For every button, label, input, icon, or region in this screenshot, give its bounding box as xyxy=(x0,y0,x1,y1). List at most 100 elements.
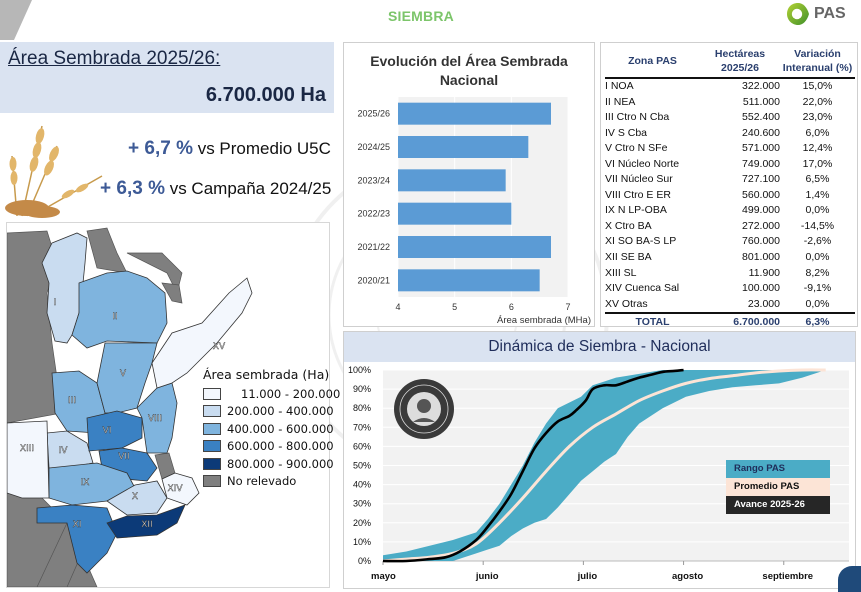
cell-zona: I NOA xyxy=(605,80,634,92)
bar-chart: 4 5 6 7 2025/26 2024/25 2023/24 2022/23 2021/22 2… xyxy=(357,97,591,326)
dynamics-chart: 0% 10% 20% 30% 40% 50% 60% 70% 80% 90% 100% mayo jun… xyxy=(348,365,849,582)
cell-variacion: 15,0% xyxy=(802,80,833,92)
bar-chart-title: Evolución del Área Sembrada Nacional xyxy=(370,53,568,88)
pas-leaf-logo-icon xyxy=(787,3,809,25)
cell-hectareas: 240.600 xyxy=(742,126,780,139)
bar-2024-25 xyxy=(398,136,529,158)
bar-2020-21 xyxy=(398,269,540,292)
map-label-I: I xyxy=(54,298,57,308)
legend-swatch xyxy=(203,457,221,470)
series-avance-2025-26 xyxy=(382,368,684,563)
area-value: 6.700.000 Ha xyxy=(205,84,326,106)
y-tick-label: 2024/25 xyxy=(357,142,390,152)
cell-zona: X Ctro BA xyxy=(605,219,652,232)
map-zone-XIII xyxy=(7,420,50,499)
total-hectareas: 6.700.000 xyxy=(700,312,780,331)
map-zone-II xyxy=(71,270,168,349)
x-tick-label: mayo xyxy=(371,571,396,582)
wheat-image xyxy=(5,125,103,218)
cell-hectareas: 801.000 xyxy=(742,251,780,264)
logo-text: PAS xyxy=(814,5,846,22)
stat-vs-promedio: + 6,7 % vs Promedio U5C xyxy=(128,138,331,160)
bar-2021-22 xyxy=(398,236,551,258)
cell-zona: IX N LP-OBA xyxy=(605,204,667,217)
cell-hectareas: 11.900 xyxy=(748,266,780,279)
legend-item: 11.000 - 200.000 xyxy=(203,385,340,403)
cell-hectareas: 560.000 xyxy=(742,188,780,201)
corner-decoration-slant xyxy=(14,0,32,40)
cell-variacion: 23,0% xyxy=(802,111,833,124)
dynamics-legend: Rango PAS Promedio PAS Avance 2025-26 xyxy=(726,460,830,514)
map-legend: Área sembrada (Ha) 11.000 - 200.000 200.… xyxy=(203,367,340,490)
area-summary-box xyxy=(0,42,334,113)
map-label-III: III xyxy=(68,396,76,406)
cell-zona: VIII Ctro E ER xyxy=(605,188,671,201)
map-label-IV: IV xyxy=(59,446,69,456)
zona-table: Zona PAS Hectáreas 2025/26 Variación Inter… xyxy=(605,47,855,331)
map-label-VI: VI xyxy=(103,426,112,436)
y-tick-label: 100% xyxy=(348,365,371,375)
map-zone-IV xyxy=(46,430,94,469)
cell-variacion: 0,0% xyxy=(805,251,830,264)
legend-item: 800.000 - 900.000 xyxy=(203,455,340,473)
map-zone-XIV xyxy=(161,472,200,506)
cell-variacion: 6,5% xyxy=(805,173,830,186)
map-label-XIV: XIV xyxy=(168,484,184,494)
cell-variacion: 8,2% xyxy=(805,266,830,279)
x-tick-label: 6 xyxy=(509,302,514,312)
y-tick-label: 10% xyxy=(353,537,371,547)
cell-variacion: 12,4% xyxy=(802,142,833,155)
table-row: VIII Ctro E ER 560.000 1,4% xyxy=(605,188,855,204)
table-row: XIII SL 11.900 8,2% xyxy=(605,266,855,282)
table-row: X Ctro BA 272.000 -14,5% xyxy=(605,219,855,235)
table-row: IX N LP-OBA 499.000 0,0% xyxy=(605,203,855,219)
x-axis-label: Área sembrada (MHa) xyxy=(497,315,591,326)
total-variacion: 6,3% xyxy=(780,312,855,331)
cell-zona: VI Núcleo Norte xyxy=(605,157,680,170)
y-tick-label: 80% xyxy=(353,403,371,413)
legend-swatch xyxy=(203,440,221,453)
legend-avance: Avance 2025-26 xyxy=(726,496,830,514)
legend-item: 200.000 - 400.000 xyxy=(203,403,340,421)
y-tick-label: 2025/26 xyxy=(357,109,390,119)
y-tick-label: 2022/23 xyxy=(357,209,390,219)
y-tick-label: 90% xyxy=(353,384,371,394)
legend-title: Área sembrada (Ha) xyxy=(203,367,330,382)
cell-variacion: -2,6% xyxy=(803,235,832,248)
cell-hectareas: 272.000 xyxy=(742,219,780,232)
cell-zona: VII Núcleo Sur xyxy=(605,173,673,186)
cell-zona: IV S Cba xyxy=(605,126,648,139)
cell-variacion: -14,5% xyxy=(800,219,835,232)
x-tick-label: julio xyxy=(577,571,598,582)
map-region-no-relevado xyxy=(126,252,183,295)
cell-zona: III Ctro N Cba xyxy=(605,111,670,124)
map-label-V: V xyxy=(120,369,127,379)
table-row: V Ctro N SFe 571.000 12,4% xyxy=(605,141,855,157)
map-label-VIII: VIII xyxy=(148,414,162,424)
y-tick-label: 0% xyxy=(358,556,371,566)
table-row: VII Núcleo Sur 727.100 6,5% xyxy=(605,172,855,188)
table-row: XV Otras 23.000 0,0% xyxy=(605,297,855,314)
map-label-II: II xyxy=(112,312,117,322)
x-tick-label: 4 xyxy=(395,302,400,312)
legend-label: 400.000 - 600.000 xyxy=(227,421,334,436)
y-tick-label: 30% xyxy=(353,499,371,509)
legend-label: No relevado xyxy=(227,474,297,489)
legend-swatch xyxy=(203,422,221,435)
bar-2025-26 xyxy=(398,102,551,125)
map-label-XV: XV xyxy=(213,342,226,352)
zona-table-panel xyxy=(600,42,858,327)
y-tick-label: 2023/24 xyxy=(357,175,390,185)
legend-item: No relevado xyxy=(203,473,340,491)
cell-variacion: -9,1% xyxy=(803,282,832,295)
cell-zona: V Ctro N SFe xyxy=(605,142,668,155)
y-tick-label: 2021/22 xyxy=(357,242,390,252)
cell-hectareas: 511.000 xyxy=(742,95,780,108)
cell-variacion: 0,0% xyxy=(805,297,830,310)
legend-swatch xyxy=(203,387,221,400)
legend-swatch xyxy=(203,475,221,488)
bar-2022-23 xyxy=(398,202,512,225)
table-row: III Ctro N Cba 552.400 23,0% xyxy=(605,110,855,126)
y-tick-label: 40% xyxy=(353,480,371,490)
map-label-XII: XII xyxy=(141,520,152,530)
